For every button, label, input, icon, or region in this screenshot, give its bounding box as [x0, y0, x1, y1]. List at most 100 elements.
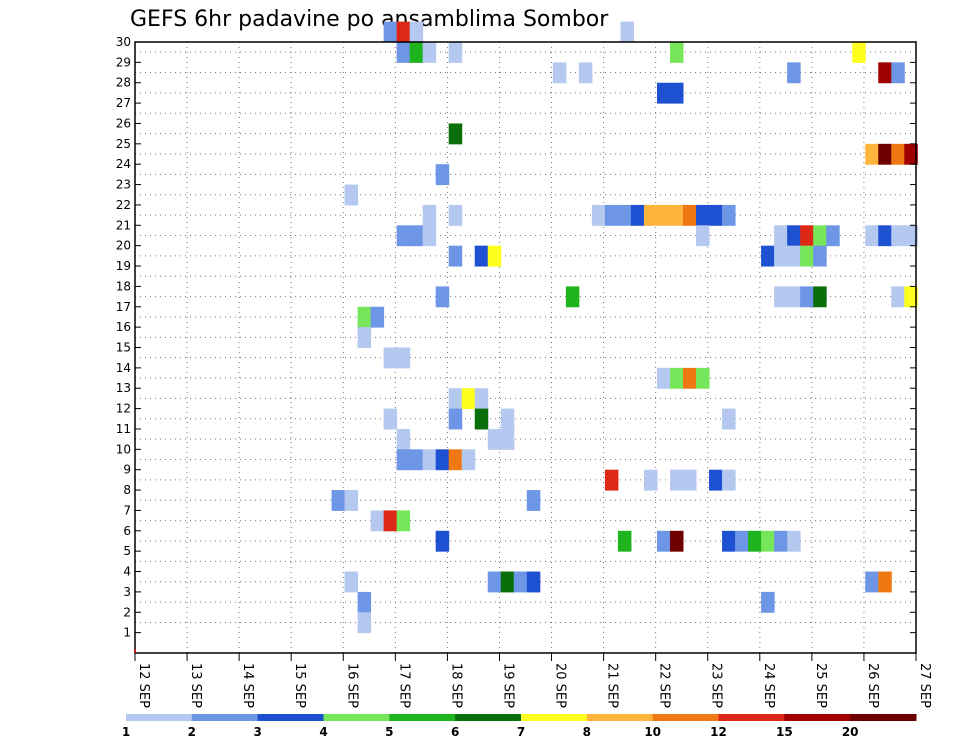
x-tick-label: 26 SEP [865, 663, 880, 708]
precip-cell [422, 225, 437, 247]
precip-cell [396, 42, 411, 63]
precip-cell [617, 530, 632, 552]
legend-label: 1 [122, 725, 130, 739]
precip-cell [669, 82, 684, 104]
precip-cell [409, 449, 424, 471]
y-tick-label: 20 [116, 239, 131, 253]
precip-cell [409, 42, 424, 63]
precip-cell [383, 510, 398, 532]
precip-cell [826, 225, 840, 247]
precip-cell [800, 286, 814, 308]
precip-cell [656, 367, 671, 389]
precip-cell [669, 42, 684, 63]
precip-cell [461, 449, 476, 471]
precip-cell [461, 388, 476, 410]
precip-cell [878, 571, 892, 593]
precip-cell [422, 204, 437, 226]
precip-cell [448, 449, 463, 471]
precip-cell [344, 490, 359, 511]
precip-cell [722, 408, 736, 430]
y-tick-label: 23 [116, 178, 131, 192]
x-tick-label: 24 SEP [761, 663, 776, 708]
precip-cell [487, 428, 502, 450]
precip-cell [878, 225, 892, 247]
precip-cell [435, 164, 450, 186]
y-tick-label: 10 [116, 442, 131, 456]
precip-cell [904, 225, 918, 247]
grid-lines [135, 42, 916, 653]
y-tick-label: 22 [116, 198, 131, 212]
precip-cell [396, 21, 411, 43]
legend-swatch [257, 714, 324, 721]
precip-cell [709, 469, 723, 491]
precip-cell [722, 530, 736, 552]
precip-cell [435, 449, 450, 471]
legend-label: 4 [319, 725, 327, 739]
precip-cell [487, 571, 502, 593]
y-tick-label: 3 [123, 585, 131, 599]
precip-cell [891, 62, 905, 84]
legend-swatch [718, 714, 785, 721]
precip-cell [383, 347, 398, 369]
precip-cell [787, 286, 801, 308]
precip-cell [683, 367, 697, 389]
precip-cell [396, 510, 411, 532]
x-tick-label: 23 SEP [709, 663, 724, 708]
precip-cell [448, 408, 463, 430]
precip-cell [865, 143, 879, 165]
precip-cell [370, 306, 385, 328]
x-tick-label: 12 SEP [136, 663, 151, 708]
precip-cell [852, 42, 866, 63]
legend: 1 2 3 4 5 6 7 8 10 12 15 20 [122, 714, 917, 739]
precip-cell [357, 612, 372, 634]
y-tick-label: 11 [116, 422, 131, 436]
precip-cell [800, 245, 814, 267]
chart-title: GEFS 6hr padavine po ansamblima Sombor [130, 7, 609, 32]
precip-cell [357, 327, 372, 348]
precip-cell [761, 245, 775, 267]
precip-cell [526, 490, 541, 511]
legend-label: 20 [842, 725, 859, 739]
y-tick-label: 14 [116, 361, 131, 375]
legend-swatch [126, 714, 193, 721]
precip-cell [500, 571, 515, 593]
y-axis: 1234567891011121314151617181920212223242… [116, 35, 916, 640]
precip-cell [513, 571, 528, 593]
precip-cell [656, 82, 671, 104]
x-tick-label: 18 SEP [448, 663, 463, 708]
precip-cell [474, 245, 489, 267]
precip-cell [683, 469, 697, 491]
precip-cell [630, 204, 645, 226]
precip-cell [787, 245, 801, 267]
legend-swatch [191, 714, 259, 721]
x-tick-label: 17 SEP [396, 663, 411, 708]
legend-swatch [586, 714, 654, 721]
precip-cell [774, 286, 788, 308]
y-tick-label: 17 [116, 300, 131, 314]
y-tick-label: 30 [116, 35, 131, 49]
precip-cell [604, 469, 619, 491]
x-tick-label: 13 SEP [188, 663, 203, 708]
legend-label: 7 [517, 725, 525, 739]
legend-label: 3 [253, 725, 261, 739]
y-tick-label: 21 [116, 218, 131, 232]
precip-cell [696, 204, 710, 226]
precip-cell [891, 225, 905, 247]
precip-cell [500, 408, 515, 430]
precip-cell [448, 388, 463, 410]
precip-cell [435, 286, 450, 308]
y-tick-label: 8 [123, 483, 131, 497]
precip-cell [344, 184, 359, 206]
precip-cell [787, 530, 801, 552]
legend-label: 15 [776, 725, 793, 739]
precip-cell [552, 62, 567, 84]
precip-cell [487, 245, 502, 267]
y-tick-label: 6 [123, 524, 131, 538]
precip-cell [474, 408, 489, 430]
precip-cell [643, 204, 658, 226]
precip-cell [761, 591, 775, 613]
precip-cell [357, 591, 372, 613]
precip-cell [669, 469, 684, 491]
precip-cell [409, 21, 424, 43]
legend-swatch [389, 714, 456, 721]
